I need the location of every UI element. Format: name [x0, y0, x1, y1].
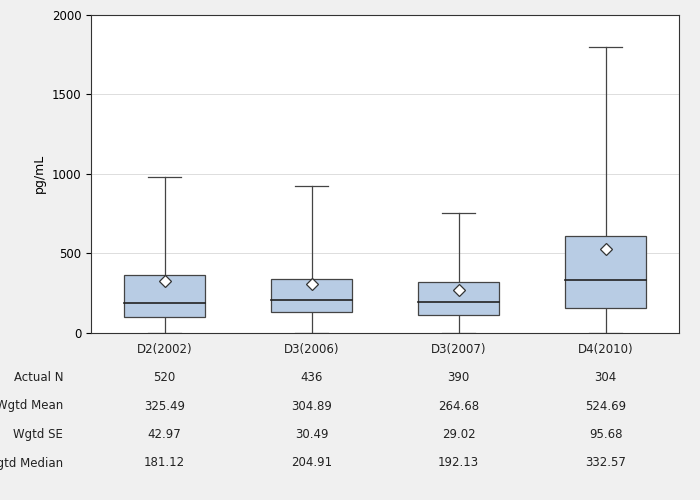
- Text: 42.97: 42.97: [148, 428, 181, 441]
- Text: 332.57: 332.57: [585, 456, 626, 469]
- Text: D4(2010): D4(2010): [578, 342, 634, 355]
- Y-axis label: pg/mL: pg/mL: [33, 154, 46, 194]
- Text: D3(2007): D3(2007): [430, 342, 486, 355]
- FancyBboxPatch shape: [565, 236, 646, 308]
- Text: 181.12: 181.12: [144, 456, 185, 469]
- FancyBboxPatch shape: [418, 282, 499, 315]
- Text: 204.91: 204.91: [291, 456, 332, 469]
- Text: 325.49: 325.49: [144, 400, 185, 412]
- Text: 29.02: 29.02: [442, 428, 475, 441]
- Text: 520: 520: [153, 371, 176, 384]
- Text: D2(2002): D2(2002): [136, 342, 192, 355]
- Text: 390: 390: [447, 371, 470, 384]
- Text: 264.68: 264.68: [438, 400, 479, 412]
- FancyBboxPatch shape: [124, 274, 205, 316]
- Text: Wgtd SE: Wgtd SE: [13, 428, 63, 441]
- Text: 192.13: 192.13: [438, 456, 479, 469]
- Text: D3(2006): D3(2006): [284, 342, 340, 355]
- FancyBboxPatch shape: [271, 280, 352, 312]
- Text: Wgtd Median: Wgtd Median: [0, 456, 63, 469]
- Text: 304.89: 304.89: [291, 400, 332, 412]
- Text: 436: 436: [300, 371, 323, 384]
- Text: 30.49: 30.49: [295, 428, 328, 441]
- Text: 524.69: 524.69: [585, 400, 626, 412]
- Text: 304: 304: [594, 371, 617, 384]
- Text: Actual N: Actual N: [13, 371, 63, 384]
- Text: Wgtd Mean: Wgtd Mean: [0, 400, 63, 412]
- Text: 95.68: 95.68: [589, 428, 622, 441]
